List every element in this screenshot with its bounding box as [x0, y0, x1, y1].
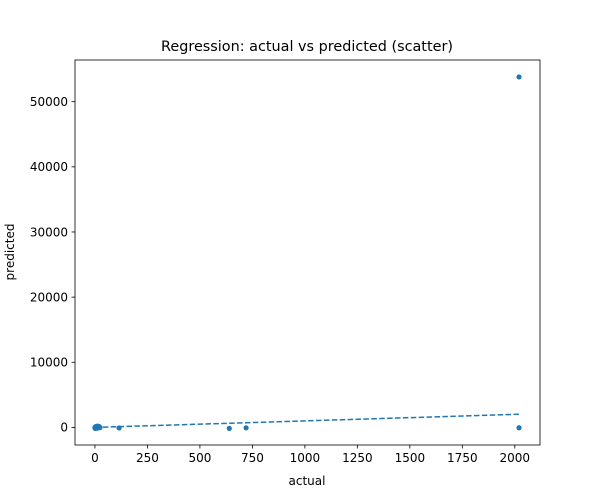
scatter-point: [97, 424, 103, 431]
plot-frame: [74, 59, 541, 446]
scatter-point: [516, 74, 522, 80]
y-tick-label: 30000: [30, 225, 68, 239]
y-tick-label: 50000: [30, 95, 68, 109]
x-tick-label: 1250: [342, 451, 373, 465]
scatter-point: [243, 425, 249, 431]
chart-title: Regression: actual vs predicted (scatter…: [161, 39, 453, 55]
y-tick-label: 10000: [30, 356, 68, 370]
x-tick-label: 500: [188, 451, 211, 465]
regression-fit-line: [94, 413, 520, 429]
x-tick-label: 1000: [290, 451, 321, 465]
y-tick-label: 0: [60, 421, 68, 435]
scatter-point: [516, 425, 522, 431]
plot-area: [92, 74, 522, 431]
x-tick-label: 2000: [500, 451, 531, 465]
y-axis: 0 10000 20000 30000 40000 50000: [30, 95, 75, 435]
x-tick-label: 250: [136, 451, 159, 465]
x-axis: 0 250 500 750 1000 1250 1500 1750 2000: [91, 445, 530, 465]
x-tick-label: 1500: [395, 451, 426, 465]
y-tick-label: 40000: [30, 160, 68, 174]
y-tick-label: 20000: [30, 290, 68, 304]
x-tick-label: 0: [91, 451, 99, 465]
y-axis-title: predicted: [3, 224, 17, 281]
x-tick-label: 750: [241, 451, 264, 465]
x-axis-title: actual: [289, 474, 326, 488]
scatter-point: [116, 425, 122, 431]
scatter-point: [226, 425, 232, 431]
x-tick-label: 1750: [447, 451, 478, 465]
